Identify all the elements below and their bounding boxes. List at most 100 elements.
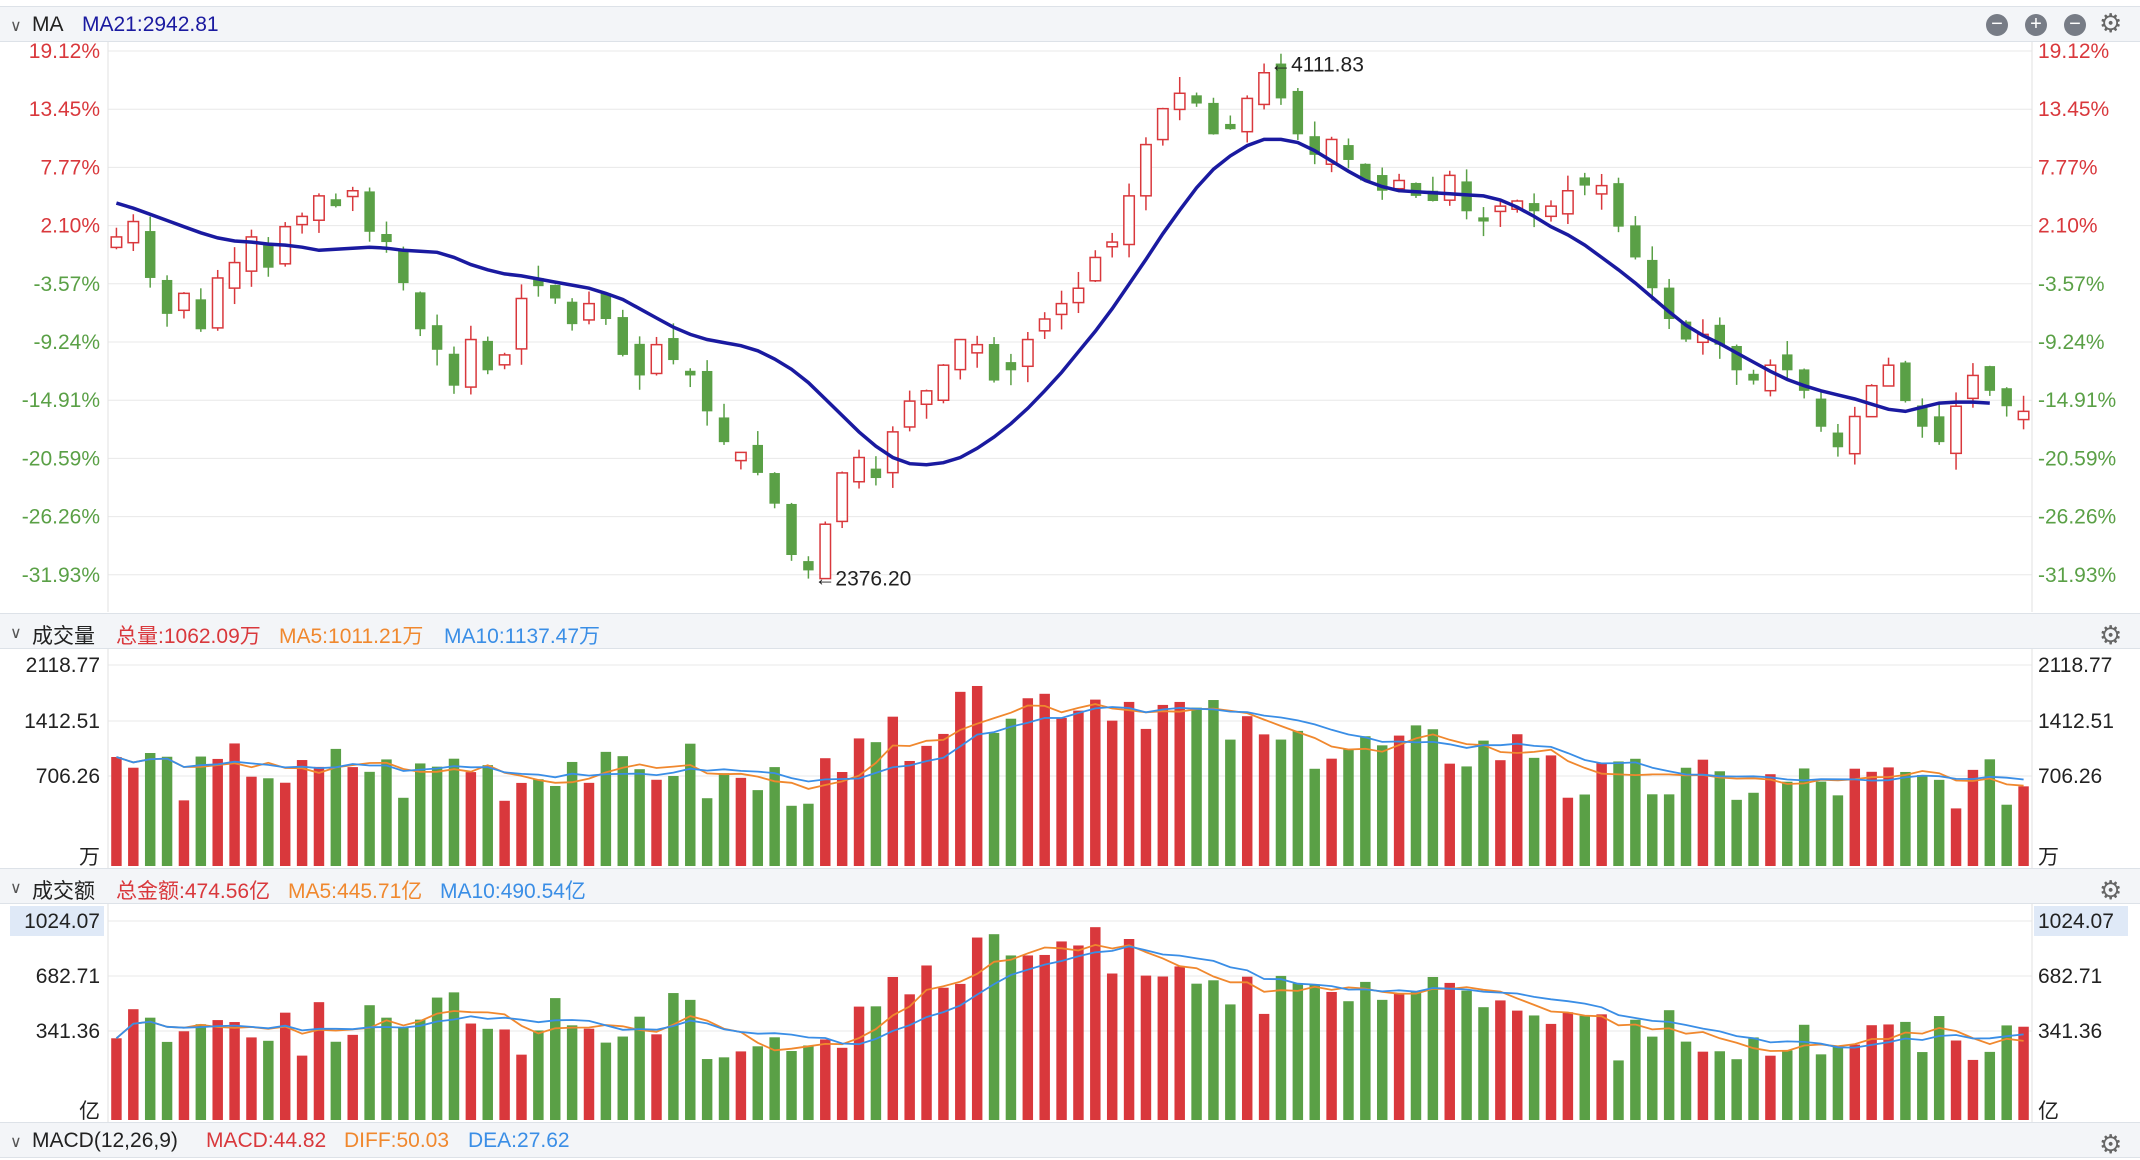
amount-bar [330, 1041, 342, 1120]
candle-body [1579, 177, 1590, 186]
chevron-down-icon[interactable]: ∨ [10, 880, 22, 897]
volume-bar [1815, 781, 1827, 866]
candle-body [583, 302, 595, 321]
amount-bar [938, 987, 949, 1120]
volume-bar [1680, 767, 1692, 866]
candle-body [1731, 345, 1742, 371]
amount-bar [1697, 1051, 1709, 1120]
y-tick-label-right: -9.24% [2038, 331, 2105, 354]
volume-bar [651, 779, 662, 866]
volume-bar [1697, 759, 1709, 866]
amount-bar [668, 993, 679, 1120]
gear-icon[interactable]: ⚙ [2099, 875, 2123, 905]
volume-bar [1714, 771, 1726, 866]
amount-bar [718, 1057, 730, 1120]
panel-title-volume: 成交量 [32, 625, 95, 648]
volume-bar [718, 773, 730, 866]
volume-bar [195, 756, 207, 866]
macd-value-label: MACD:44.82 [206, 1129, 327, 1152]
chevron-down-icon[interactable]: ∨ [10, 625, 22, 642]
candle-body [330, 199, 342, 207]
volume-bar [398, 797, 409, 866]
amount-bar [1579, 1015, 1590, 1120]
volume-bar [229, 743, 240, 866]
volume-bar [2001, 804, 2012, 866]
y-tick-label-left: 2.10% [40, 215, 100, 238]
volume-bar [1073, 710, 1084, 866]
amount-bar [279, 1012, 291, 1120]
candle-body [1647, 259, 1658, 289]
amount-y-tick-right: 682.71 [2038, 965, 2102, 988]
candle-body [566, 301, 578, 325]
candle-body [819, 523, 832, 580]
amount-bar [1022, 955, 1034, 1120]
volume-bar [853, 738, 865, 866]
candle-body [414, 292, 426, 330]
volume-bar [1241, 716, 1253, 866]
gear-icon[interactable]: ⚙ [2099, 1129, 2123, 1159]
plus-icon[interactable]: + [2025, 14, 2047, 36]
volume-bar [1748, 792, 1759, 866]
chevron-down-icon[interactable]: ∨ [10, 1134, 22, 1151]
amount-bar [1917, 1052, 1928, 1120]
candle-body [701, 370, 713, 412]
gear-icon[interactable]: ⚙ [2099, 8, 2123, 38]
minus-icon[interactable]: − [1986, 14, 2008, 36]
candle-body [1139, 143, 1152, 197]
amount-ma10-line [115, 945, 2024, 1049]
amount-bar [1309, 984, 1320, 1120]
volume-bar [1883, 767, 1894, 866]
volume-bar [685, 743, 696, 866]
volume-bar [1376, 745, 1388, 866]
volume-bar [516, 782, 527, 866]
candle-body [515, 297, 528, 350]
volume-bar [870, 742, 882, 866]
volume-bar [735, 777, 747, 866]
amount-bar [1883, 1024, 1894, 1120]
candle-body [498, 354, 511, 366]
volume-bar [347, 767, 358, 866]
y-tick-label-left: -26.26% [22, 506, 100, 529]
candle-body [1410, 182, 1422, 196]
volume-bar [1917, 775, 1928, 866]
volume-bar [1984, 759, 1996, 866]
y-tick-label-left: 19.12% [29, 42, 100, 63]
volume-bar [600, 751, 612, 866]
amount-bar [904, 994, 915, 1120]
volume-bar [1900, 771, 1911, 866]
volume-bar [634, 769, 645, 866]
panel-title-amount: 成交额 [32, 880, 95, 903]
volume-y-tick-right: 2118.77 [2038, 654, 2112, 677]
candle-body [161, 279, 173, 314]
amount-bar [1225, 1004, 1236, 1120]
volume-y-tick-right: 706.26 [2038, 765, 2102, 788]
amount-ma5-label: MA5:445.71亿 [288, 880, 423, 903]
volume-bar [583, 782, 595, 866]
volume-y-tick-right: 1412.51 [2038, 710, 2114, 733]
volume-bar [482, 765, 493, 866]
volume-bar [1613, 761, 1624, 866]
volume-bar [1140, 728, 1152, 866]
candle-body [954, 338, 967, 371]
volume-bar [1495, 760, 1506, 866]
volume-bar [263, 778, 274, 866]
volume-bar [1157, 704, 1169, 866]
amount-y-tick-right: 341.36 [2038, 1020, 2102, 1043]
y-tick-label-right: 13.45% [2038, 98, 2109, 121]
candle-body [1241, 97, 1254, 133]
amount-bar [347, 1034, 358, 1120]
amount-bar [1832, 1046, 1844, 1120]
amount-ma5-line [115, 943, 2024, 1052]
candle-body [127, 220, 140, 244]
amount-bar [246, 1037, 257, 1120]
candle-body [1663, 287, 1675, 320]
candle-body [2017, 410, 2030, 421]
minus-icon[interactable]: − [2064, 14, 2086, 36]
amount-bar [533, 1030, 544, 1120]
amount-bar [955, 983, 966, 1120]
chevron-down-icon[interactable]: ∨ [10, 18, 22, 35]
amount-bar [1444, 982, 1455, 1120]
amount-bar [600, 1042, 612, 1120]
candle-body [1021, 338, 1034, 368]
gear-icon[interactable]: ⚙ [2099, 620, 2123, 650]
